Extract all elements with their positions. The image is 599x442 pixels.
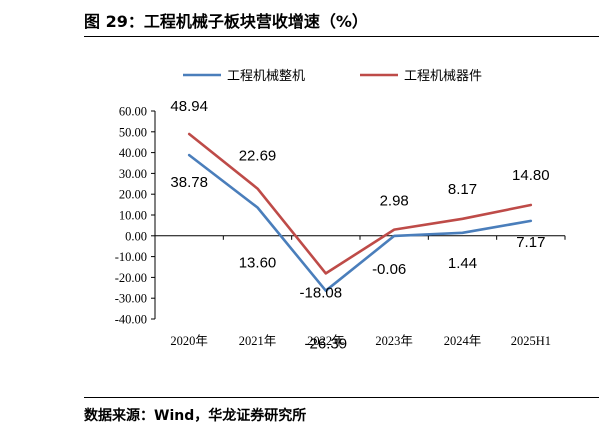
data-labels: 38.78 13.60 -26.39 -0.06 1.44 7.17 48.94 22.69 -… bbox=[170, 98, 549, 353]
legend-label-2: 工程机械器件 bbox=[404, 69, 482, 84]
y-tick-label: 30.00 bbox=[119, 167, 147, 181]
data-label-s1-6: 7.17 bbox=[516, 234, 545, 251]
y-tick-label: -40.00 bbox=[115, 313, 147, 327]
legend: 工程机械整机 工程机械器件 bbox=[183, 69, 482, 84]
data-label-s1-4: -0.06 bbox=[372, 261, 406, 278]
data-label-s2-6: 14.80 bbox=[512, 167, 550, 184]
data-label-s1-2: 13.60 bbox=[239, 255, 277, 272]
data-label-s2-2: 22.69 bbox=[239, 148, 277, 165]
y-tick-label: -20.00 bbox=[115, 271, 147, 285]
legend-label-1: 工程机械整机 bbox=[227, 69, 305, 84]
y-tick-label: 40.00 bbox=[119, 146, 147, 160]
axes: 60.00 50.00 40.00 30.00 20.00 10.00 0.00 -10.00… bbox=[115, 105, 566, 348]
x-tick-label: 2025H1 bbox=[511, 334, 551, 348]
data-label-s2-3: -18.08 bbox=[300, 284, 343, 301]
y-tick-label: 50.00 bbox=[119, 125, 147, 139]
y-tick-label: -10.00 bbox=[115, 250, 147, 264]
y-tick-label: 60.00 bbox=[119, 105, 147, 119]
x-tick-label: 2021年 bbox=[239, 334, 277, 348]
bottom-rule bbox=[84, 397, 599, 398]
y-tick-label: 0.00 bbox=[125, 229, 147, 243]
data-label-s2-4: 2.98 bbox=[380, 193, 409, 210]
x-tick-label: 2020年 bbox=[170, 334, 208, 348]
x-tick-label: 2024年 bbox=[444, 334, 482, 348]
top-rule bbox=[84, 36, 599, 37]
data-label-s2-5: 8.17 bbox=[448, 181, 477, 198]
data-label-s1-3: -26.39 bbox=[305, 336, 348, 353]
x-tick-label: 2022年 bbox=[307, 334, 345, 348]
data-label-s2-1: 48.94 bbox=[170, 98, 208, 115]
chart-title: 图 29：工程机械子板块营收增速（%） bbox=[84, 12, 368, 31]
y-tick-label: 10.00 bbox=[119, 209, 147, 223]
series-line-2 bbox=[187, 132, 533, 275]
x-tick-label: 2023年 bbox=[375, 334, 413, 348]
y-tick-label: 20.00 bbox=[119, 188, 147, 202]
data-label-s1-5: 1.44 bbox=[448, 255, 477, 272]
data-label-s1-1: 38.78 bbox=[170, 174, 208, 191]
series-line-1 bbox=[187, 153, 533, 293]
source-note: 数据来源：Wind，华龙证券研究所 bbox=[84, 408, 307, 424]
series-layer bbox=[187, 132, 533, 293]
y-tick-label: -30.00 bbox=[115, 292, 147, 306]
